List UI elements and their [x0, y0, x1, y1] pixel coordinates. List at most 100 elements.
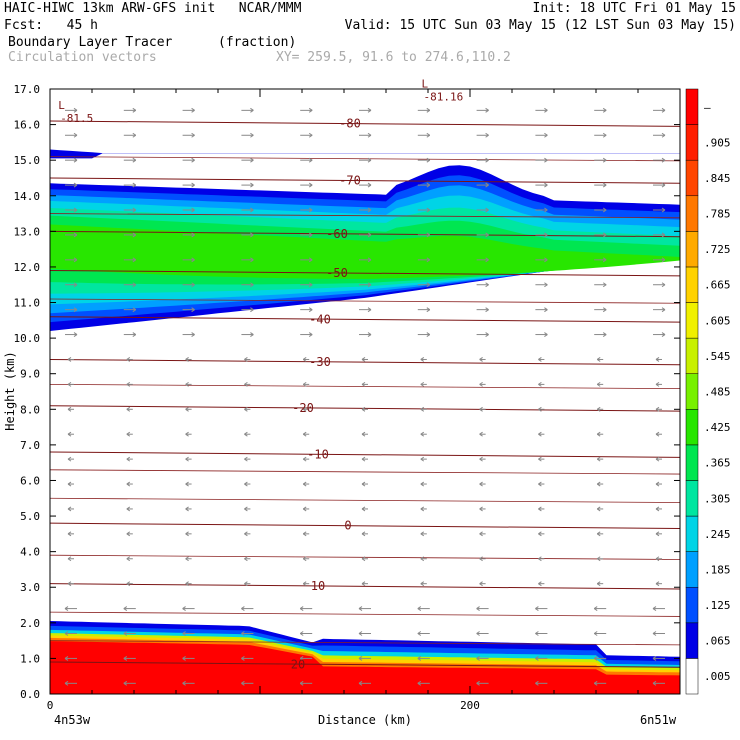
circulation-vector: [476, 157, 489, 163]
circulation-vector: [185, 381, 192, 387]
circulation-vector: [65, 332, 78, 337]
isotherm-label: -40: [309, 312, 331, 326]
circulation-vector: [123, 132, 137, 138]
colorbar-label: .185: [704, 563, 731, 576]
circulation-vector: [655, 406, 662, 412]
circulation-vector: [123, 207, 137, 213]
circulation-vector: [652, 655, 665, 661]
plot-frame: [49, 88, 681, 695]
isotherm-label: 10: [311, 579, 325, 593]
valid-time: Valid: 15 UTC Sun 03 May 15 (12 LST Sun …: [344, 18, 736, 33]
circulation-vector: [300, 232, 313, 238]
isotherm-line: [50, 469, 680, 475]
circulation-vector: [244, 381, 251, 387]
circulation-vector: [182, 282, 195, 288]
circulation-vector: [538, 431, 545, 437]
circulation-vector: [476, 132, 489, 138]
circulation-vector: [123, 631, 136, 636]
circulation-vector: [65, 307, 78, 313]
circulation-vector: [655, 481, 662, 487]
circulation-vector: [185, 406, 192, 412]
circulation-vector: [596, 357, 604, 362]
circulation-vector: [417, 257, 431, 263]
circulation-vector: [535, 307, 548, 313]
circulation-vector: [300, 207, 313, 213]
circulation-vector: [476, 257, 489, 263]
field-title: Boundary Layer Tracer: [8, 35, 173, 50]
circulation-vector: [596, 506, 604, 512]
circulation-vector: [476, 232, 489, 238]
colorbar-label: .065: [704, 635, 731, 648]
circulation-vector: [596, 381, 604, 387]
circulation-vector: [67, 381, 74, 387]
circulation-vector: [64, 606, 77, 612]
circulation-vector: [182, 107, 195, 113]
circulation-vector: [241, 107, 254, 113]
colorbar-swatch: [685, 658, 699, 695]
circulation-vector: [123, 307, 137, 313]
circulation-vector: [67, 556, 74, 562]
circulation-vector: [653, 182, 666, 188]
circulation-vector: [302, 506, 310, 512]
circulation-vector: [538, 406, 545, 412]
colorbar-label: .845: [704, 172, 731, 185]
colorbar-swatch: [685, 373, 699, 410]
circulation-vector: [185, 456, 192, 462]
circulation-vector: [67, 481, 74, 487]
circulation-vector: [302, 357, 310, 362]
circulation-vector: [302, 581, 310, 587]
circulation-vector: [241, 631, 254, 636]
circulation-vector: [652, 606, 665, 612]
init-time: Init: 18 UTC Fri 01 May 15: [532, 1, 737, 16]
circulation-vector: [299, 655, 313, 661]
circulation-vector: [244, 506, 251, 512]
circulation-vector: [244, 556, 251, 562]
circulation-vector: [185, 506, 192, 512]
circulation-vector: [593, 631, 607, 636]
circulation-vector: [535, 606, 548, 612]
circulation-vector: [65, 232, 78, 238]
colorbar-label: .005: [704, 670, 731, 683]
circulation-vector: [535, 631, 548, 636]
circulation-vector: [64, 655, 77, 661]
circulation-vector: [64, 680, 77, 686]
circulation-vector: [67, 506, 74, 512]
circulation-vector: [476, 182, 489, 188]
circulation-vector: [476, 680, 489, 686]
circulation-vector: [358, 655, 371, 661]
circulation-vector: [420, 431, 427, 437]
circulation-vector: [65, 207, 78, 213]
circulation-vector: [182, 132, 195, 138]
circulation-vector: [359, 307, 372, 313]
isotherm-label: -30: [309, 355, 331, 369]
circulation-vector: [596, 481, 604, 487]
circulation-vector: [244, 531, 251, 537]
circulation-vector: [65, 107, 78, 113]
circulation-vector: [535, 282, 548, 288]
circulation-vector: [417, 232, 431, 238]
colorbar-label: .545: [704, 350, 731, 363]
circulation-vector: [652, 680, 665, 686]
circulation-vector: [241, 132, 254, 138]
circulation-vector: [185, 581, 192, 587]
circulation-vector: [123, 257, 137, 263]
circulation-vector: [535, 655, 548, 661]
y-tick-label: 1.0: [20, 652, 40, 665]
circulation-vector: [300, 282, 313, 288]
circulation-vector: [123, 680, 136, 686]
circulation-vector: [535, 207, 548, 213]
circulation-vector: [479, 556, 486, 562]
circulation-vector: [302, 481, 310, 487]
circulation-vector: [417, 332, 431, 337]
circulation-vector: [596, 406, 604, 412]
colorbar-swatch: [685, 231, 699, 268]
isotherm-label: 0: [344, 519, 351, 533]
circulation-vector: [479, 481, 486, 487]
circulation-vector: [476, 307, 489, 313]
colorbar-swatch: [685, 124, 699, 161]
x-tick-label: 200: [460, 699, 480, 712]
circulation-vector: [594, 282, 607, 288]
circulation-vector: [65, 132, 78, 138]
circulation-vector: [244, 431, 251, 437]
x-end-label: 6n51w: [640, 713, 677, 727]
